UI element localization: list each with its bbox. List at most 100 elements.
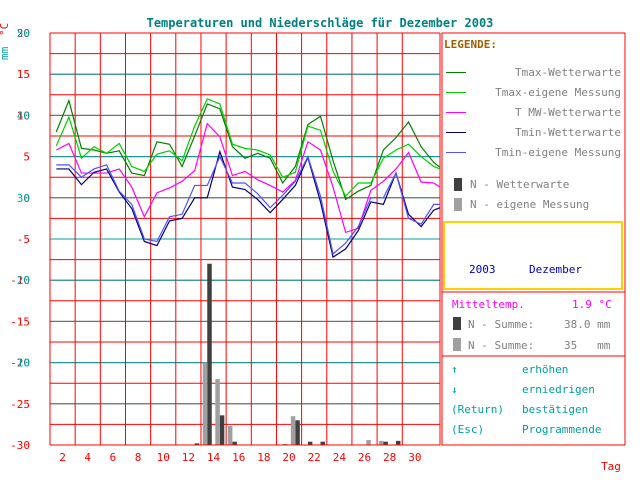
x-tick: 14 [207,451,221,464]
n-sum-ww-label: N - Summe: [468,318,535,331]
precip-bar [395,440,401,445]
x-tick: 8 [135,451,142,464]
key-name: ↓ [451,383,458,396]
key-name: (Esc) [451,423,485,436]
legend-item: N - eigene Messung [442,196,625,214]
legend-panel-frame [441,32,626,446]
y-tick-temp: 0 [23,192,30,205]
legend-swatch [454,198,462,211]
legend-label: Tmax-Wetterwarte [515,66,621,79]
legend-item: Tmax-eigene Messung [442,84,625,102]
chart-title: Temperaturen und Niederschläge für Dezem… [146,16,494,30]
precip-bar [383,441,388,445]
x-tick: 6 [110,451,117,464]
legend-header: LEGENDE: [444,38,497,51]
precip-bar [194,443,200,445]
legend-label: Tmax-eigene Messung [495,86,621,99]
series-line [56,155,440,255]
y-unit-celsius: °C [0,23,11,36]
y-tick-temp: -25 [10,398,30,411]
key-action: bestätigen [522,403,589,416]
legend-swatch [446,152,466,153]
y-tick-temp: -10 [10,274,30,287]
legend-label: Tmin-eigene Messung [495,146,621,159]
axes [49,32,440,446]
period-box [443,221,623,290]
y-tick-temp: 5 [23,151,30,164]
precip-bar [366,440,371,445]
legend-swatch [446,92,466,93]
precip-bar [202,362,208,445]
legend-item: N - Wetterwarte [442,176,625,194]
precip-bar [290,416,296,445]
key-action: erhöhen [522,363,569,376]
n-sum-ww-swatch [453,317,461,330]
y-tick-temp: -30 [10,439,30,452]
mitteltemp-label: Mitteltemp. [452,298,525,311]
x-tick: 20 [282,451,295,464]
y-tick-precip: 10 [17,357,30,370]
precip-bar [320,441,325,445]
legend-item: T MW-Wetterwarte [442,104,625,122]
legend-label: T MW-Wetterwarte [515,106,621,119]
series-line [56,149,441,259]
panel-frame [441,32,626,446]
x-tick: 10 [157,451,170,464]
y-unit-mm: mm [0,46,11,60]
x-tick: 4 [84,451,91,464]
precip-bar [219,415,225,445]
y-tick-temp: -20 [10,357,30,370]
key-action: erniedrigen [522,383,595,396]
chart-grid [49,32,441,446]
legend-swatch [446,112,466,113]
x-tick: 24 [333,451,347,464]
series-line [55,98,441,201]
legend-label: N - eigene Messung [470,198,590,211]
y-tick-precip: 50 [17,27,30,40]
y-tick-precip: 40 [17,109,30,122]
precip-bar [215,379,220,445]
precip-bar [227,426,233,445]
temperature-lines [55,98,441,259]
y-tick-temp: 10 [17,109,30,122]
series-line [56,122,441,234]
x-tick: 16 [232,451,245,464]
legend-item: Tmax-Wetterwarte [442,64,625,82]
precipitation-bars [194,263,401,445]
legend-label: N - Wetterwarte [470,178,570,191]
x-tick: 18 [257,451,270,464]
mitteltemp-value: 1.9 °C [572,298,612,311]
n-sum-own-label: N - Summe: [468,339,535,352]
x-tick: 12 [182,451,195,464]
period-month: Dezember [529,263,582,276]
y-tick-temp: 20 [17,27,30,40]
precip-bar [378,440,384,445]
precip-bar [295,420,300,445]
y-tick-temp: -15 [10,315,30,328]
x-axis-label: Tag [601,460,621,473]
key-name: ↑ [451,363,458,376]
legend-swatch [446,132,466,133]
precip-bar [207,263,212,445]
x-tick: 26 [358,451,371,464]
n-sum-own-swatch [453,338,461,351]
n-sum-ww-value: 38.0 mm [564,318,611,331]
x-tick: 30 [408,451,421,464]
n-sum-own-value: 35 mm [564,339,611,352]
legend-item: Tmin-Wetterwarte [442,124,625,142]
series-line [55,98,441,198]
legend-item: Tmin-eigene Messung [442,144,625,162]
x-tick: 28 [383,451,396,464]
x-tick: 2 [59,451,66,464]
y-tick-temp: -5 [17,233,30,246]
x-tick: 22 [308,451,321,464]
legend-swatch [454,178,462,191]
y-tick-precip: 30 [17,192,30,205]
y-tick-temp: 15 [17,68,30,81]
precip-bar [307,441,313,445]
precip-bar [232,441,237,445]
legend-swatch [446,72,466,73]
legend-label: Tmin-Wetterwarte [515,126,621,139]
